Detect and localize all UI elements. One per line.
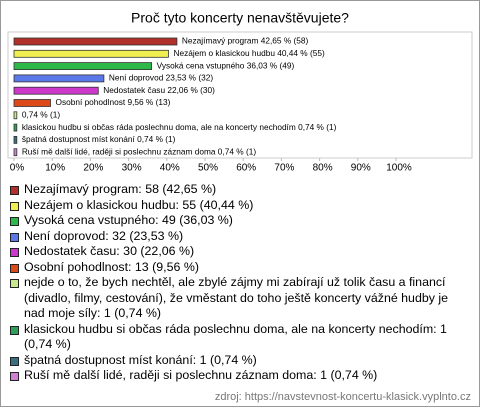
bar [13,99,51,107]
legend-label: Nezajímavý program: 58 (42,65 %) [24,182,217,196]
legend-swatch [10,263,19,273]
bar [13,37,178,46]
legend-swatch [10,232,19,242]
legend-label: Není doprovod: 32 (23,53 %) [24,228,184,243]
bar [13,135,18,144]
legend: Nezajímavý program: 58 (42,65 %) Nezájem … [9,182,471,384]
legend-label: Nedostatek času: 30 (22,06 %) [24,244,195,258]
plot: Proč tyto koncerty nenavštěvujete? 0% 10%… [7,10,473,174]
legend-label: Nezájem o klasickou hudbu: 55 (40,44 %) [24,197,254,212]
legend-item: Ruší mě další lidé, raději si poslechnu … [9,368,471,384]
legend-label: Vysoká cena vstupného: 49 (36,03 %) [24,213,233,227]
legend-swatch [10,248,19,257]
legend-label: Ruší mě další lidé, raději si poslechnu … [24,368,378,382]
bar-label: 0,74 % (1) [22,109,61,119]
legend-swatch [10,372,19,381]
legend-label: klasickou hudbu si občas ráda poslechnu … [24,321,447,352]
legend-label: Osobní pohodlnost: 13 (9,56 %) [24,259,199,274]
x-tick-label: 70% [274,163,294,174]
legend-swatch [10,186,19,195]
legend-swatch [10,217,19,226]
bar-label: Vysoká cena vstupného 36,03 % (49) [157,60,295,70]
legend-item: Nedostatek času: 30 (22,06 %) [9,244,471,260]
bar [13,123,18,132]
legend-label: nejde o to, že bych nechtěl, ale zbylé z… [24,275,449,320]
bar-label: Nezajímavý program 42,65 % (58) [182,36,309,46]
bar [13,111,18,120]
x-tick-label: 20% [83,163,103,174]
legend-swatch [10,356,19,366]
x-tick-label: 80% [313,163,333,174]
bar [13,148,18,157]
legend-item: Vysoká cena vstupného: 49 (36,03 %) [9,213,471,229]
x-tick-label: 40% [160,163,180,174]
x-tick-label: 100% [386,163,412,174]
x-tick-label: 30% [122,163,142,174]
legend-item: Nezájem o klasickou hudbu: 55 (40,44 %) [9,198,471,214]
legend-item: nejde o to, že bych nechtěl, ale zbylé z… [9,275,471,322]
x-tick-label: 0% [10,163,25,174]
legend-swatch [10,201,19,211]
bar [13,62,153,70]
legend-item: Osobní pohodlnost: 13 (9,56 %) [9,260,471,276]
bar-label: klasickou hudbu si občas ráda poslechnu … [22,122,337,132]
bar-label: Ruší mě další lidé, raději si poslechnu … [22,146,257,156]
bar-label: Nezájem o klasickou hudbu 40,44 % (55) [173,48,325,58]
source: zdroj: https://navstevnost-koncertu-klas… [214,391,471,403]
bar [13,86,99,95]
x-tick-label: 90% [351,163,371,174]
chart-title: Proč tyto koncerty nenavštěvujete? [131,10,349,26]
bar-label: Nedostatek času 22,06 % (30) [103,85,215,95]
bar [13,74,105,83]
bar [13,49,169,58]
plot-frame [7,31,473,159]
x-tick-label: 10% [45,163,65,174]
legend-item: špatná dostupnost míst konání: 1 (0,74 %… [9,353,471,369]
bar-label: Osobní pohodlnost 9,56 % (13) [56,97,171,107]
legend-swatch [10,279,19,288]
legend-item: Nezajímavý program: 58 (42,65 %) [9,182,471,198]
x-tick-label: 60% [236,163,256,174]
legend-label: špatná dostupnost míst konání: 1 (0,74 %… [24,352,257,367]
bar-label: Není doprovod 23,53 % (32) [109,73,213,83]
legend-item: Není doprovod: 32 (23,53 %) [9,229,471,245]
bar-label: špatná dostupnost míst konání 0,74 % (1) [22,134,176,144]
legend-swatch [10,325,19,335]
legend-item: klasickou hudbu si občas ráda poslechnu … [9,322,471,353]
x-tick-label: 50% [198,163,218,174]
